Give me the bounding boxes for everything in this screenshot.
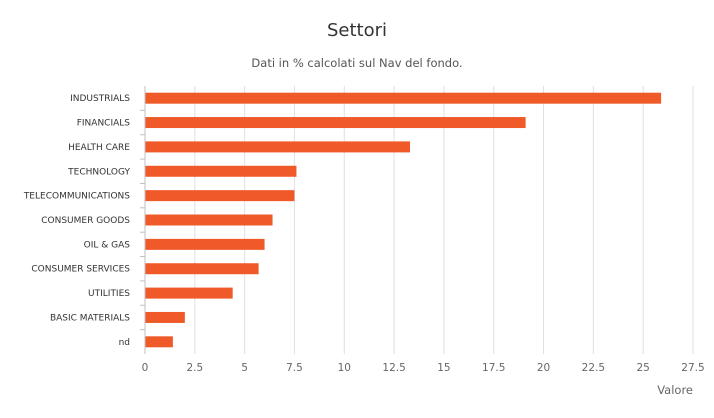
value-tick-label: 20 — [537, 362, 550, 374]
category-label: UTILITIES — [88, 289, 130, 299]
category-label: CONSUMER GOODS — [41, 216, 130, 226]
value-axis-title: Valore — [657, 383, 693, 397]
bar[interactable] — [145, 141, 411, 153]
category-label: nd — [119, 338, 130, 348]
value-tick-label: 10 — [338, 362, 351, 374]
bar[interactable] — [145, 263, 259, 275]
chart-subtitle: Dati in % calcolati sul Nav del fondo. — [251, 56, 463, 70]
bar[interactable] — [145, 92, 662, 104]
value-tick-label: 27.5 — [681, 362, 704, 374]
value-tick-label: 5 — [241, 362, 248, 374]
bar[interactable] — [145, 336, 173, 348]
category-label: CONSUMER SERVICES — [31, 265, 130, 275]
category-labels: INDUSTRIALS FINANCIALS HEALTH CARE TECHNOLO… — [23, 94, 145, 348]
category-label: FINANCIALS — [77, 119, 131, 129]
value-tick-label: 25 — [636, 362, 649, 374]
category-label: INDUSTRIALS — [70, 94, 130, 104]
value-tick-label: 12.5 — [382, 362, 405, 374]
grid-lines — [194, 86, 694, 354]
chart-title: Settori — [326, 20, 388, 41]
bar[interactable] — [145, 238, 265, 250]
bars — [145, 92, 662, 348]
bar[interactable] — [145, 165, 297, 177]
value-tick-label: 2.5 — [186, 362, 203, 374]
value-axis-ticks: 0 2.5 5 7.5 10 12.5 15 17.5 20 22.5 25 27.5 — [142, 362, 705, 374]
value-tick-label: 22.5 — [582, 362, 605, 374]
value-tick-label: 15 — [437, 362, 450, 374]
bar[interactable] — [145, 287, 233, 299]
value-tick-label: 17.5 — [482, 362, 505, 374]
category-label: OIL & GAS — [84, 240, 131, 250]
category-label: TECHNOLOGY — [67, 167, 130, 177]
bar[interactable] — [145, 214, 273, 226]
value-tick-label: 7.5 — [286, 362, 303, 374]
category-label: HEALTH CARE — [68, 143, 130, 153]
value-tick-label: 0 — [142, 362, 149, 374]
bar[interactable] — [145, 117, 526, 129]
bar[interactable] — [145, 190, 295, 202]
category-label: TELECOMMUNICATIONS — [23, 192, 130, 202]
bar[interactable] — [145, 311, 185, 323]
category-label: BASIC MATERIALS — [50, 313, 130, 323]
